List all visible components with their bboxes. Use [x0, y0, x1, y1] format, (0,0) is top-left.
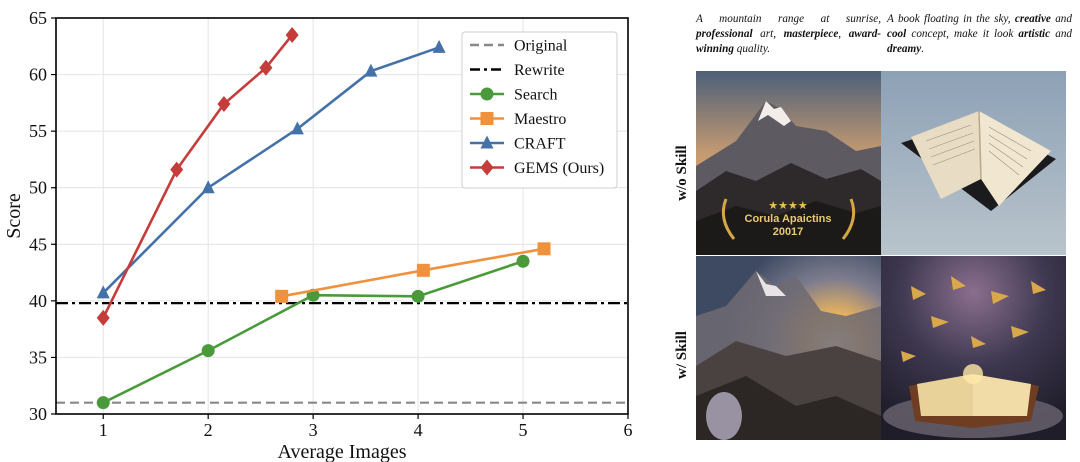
prompt-fragment: award-winning — [696, 28, 882, 55]
y-tick-label: 40 — [29, 291, 47, 311]
series-lines — [96, 26, 551, 410]
data-point-search — [201, 344, 215, 358]
legend-label: Search — [514, 87, 558, 104]
x-axis-label: Average Images — [277, 441, 406, 462]
y-tick-label: 55 — [29, 121, 47, 141]
y-tick-label: 30 — [29, 404, 47, 424]
legend-box — [461, 31, 618, 189]
legend-swatch-marker — [480, 159, 494, 176]
prompt-fragment: artistic — [1018, 28, 1051, 40]
legend-swatch-marker — [480, 112, 494, 125]
data-point-search — [96, 396, 110, 410]
series-line-gems-ours — [102, 34, 294, 319]
prompt-fragment: and — [1050, 28, 1073, 40]
prompt-fragment: and — [1050, 13, 1072, 25]
data-point-gems-ours — [285, 26, 299, 43]
data-point-craft — [201, 180, 215, 194]
legend-label: GEMS (Ours) — [514, 160, 604, 177]
prompt-fragment: masterpiece — [783, 28, 839, 40]
legend: Original Rewrite Search Maestro CRAFT GEMS (O… — [461, 31, 618, 189]
prompt-fragment: . — [921, 43, 924, 55]
prompt-fragment: creative — [1014, 13, 1051, 25]
plot-frame — [55, 17, 629, 415]
x-tick-label: 5 — [519, 420, 528, 440]
legend-label: Maestro — [514, 111, 566, 128]
data-point-search — [516, 254, 530, 268]
legend-label: Original — [514, 38, 568, 55]
series-search — [96, 254, 530, 410]
y-axis-label: Score — [3, 193, 25, 239]
prompt-text-mountain: A mountain range at sunrise, professiona… — [696, 12, 881, 57]
x-tick-label: 1 — [99, 420, 108, 440]
data-point-gems-ours — [217, 95, 231, 112]
prompt-fragment: cool — [887, 28, 907, 40]
legend-swatch-marker — [480, 87, 494, 101]
award-badge: ★★★★ Corula Apaictins 20017 — [721, 198, 856, 240]
badge-stars: ★★★★ — [768, 199, 808, 212]
prompt-fragment: A mountain range at sunrise, — [696, 13, 881, 25]
prompt-fragment: dreamy — [887, 43, 922, 55]
series-craft — [96, 39, 446, 299]
prompt-fragment: , — [838, 28, 849, 40]
y-tick-label: 50 — [29, 178, 47, 198]
image-mountain-without-skill: ★★★★ Corula Apaictins 20017 — [696, 71, 881, 255]
prompt-fragment: concept, make it look — [906, 28, 1019, 40]
data-point-gems-ours — [259, 59, 273, 76]
y-tick-label: 60 — [29, 65, 47, 85]
data-point-craft — [364, 63, 378, 77]
series-line-craft — [102, 46, 440, 294]
data-point-craft — [96, 285, 110, 299]
reference-lines — [56, 302, 628, 404]
data-point-maestro — [416, 263, 430, 277]
prompt-fragment: A book floating in the sky, — [887, 13, 1015, 25]
legend-label: CRAFT — [514, 136, 566, 153]
data-point-search — [411, 289, 425, 303]
x-tick-label: 3 — [309, 420, 318, 440]
row-label-with-skill: w/ Skill — [674, 331, 690, 379]
series-maestro — [275, 242, 551, 303]
series-gems-ours — [96, 26, 299, 326]
series-line-maestro — [281, 247, 545, 298]
data-point-gems-ours — [96, 309, 110, 326]
data-point-craft — [432, 39, 446, 53]
legend-swatch-marker — [480, 135, 494, 149]
y-tick-label: 65 — [29, 8, 47, 28]
x-tick-label: 2 — [204, 420, 213, 440]
image-book-with-skill — [881, 256, 1066, 440]
image-mountain-with-skill — [696, 256, 881, 440]
image-book-without-skill — [881, 71, 1066, 255]
y-tick-label: 45 — [29, 234, 47, 254]
data-point-craft — [290, 121, 304, 135]
prompt-fragment: quality. — [733, 43, 771, 55]
prompt-fragment: professional — [696, 28, 753, 40]
row-label-without-skill: w/o Skill — [674, 145, 690, 201]
data-point-maestro — [275, 289, 289, 303]
y-tick-label: 35 — [29, 347, 47, 367]
prompt-fragment: art, — [752, 28, 784, 40]
data-point-maestro — [537, 242, 551, 256]
legend-label: Rewrite — [514, 62, 565, 79]
x-tick-label: 4 — [414, 420, 423, 440]
badge-year: 20017 — [773, 226, 804, 238]
x-tick-label: 6 — [624, 420, 633, 440]
badge-title: Corula Apaictins — [745, 213, 832, 225]
prompt-text-book: A book floating in the sky, creative and… — [887, 12, 1072, 57]
data-point-gems-ours — [170, 161, 184, 178]
